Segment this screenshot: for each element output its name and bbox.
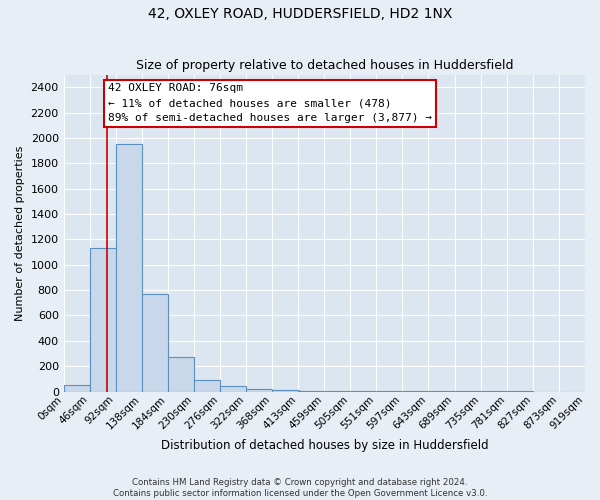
Bar [272,390,299,392]
Bar [298,390,324,392]
Text: Contains HM Land Registry data © Crown copyright and database right 2024.
Contai: Contains HM Land Registry data © Crown c… [113,478,487,498]
Bar [350,391,376,392]
Bar [168,356,194,392]
Bar [220,386,247,392]
Text: 42, OXLEY ROAD, HUDDERSFIELD, HD2 1NX: 42, OXLEY ROAD, HUDDERSFIELD, HD2 1NX [148,8,452,22]
X-axis label: Distribution of detached houses by size in Huddersfield: Distribution of detached houses by size … [161,440,488,452]
Bar [64,384,90,392]
Bar [116,144,142,392]
Y-axis label: Number of detached properties: Number of detached properties [15,146,25,320]
Bar [90,248,116,392]
Text: 42 OXLEY ROAD: 76sqm
← 11% of detached houses are smaller (478)
89% of semi-deta: 42 OXLEY ROAD: 76sqm ← 11% of detached h… [108,84,432,123]
Bar [324,391,350,392]
Bar [194,380,220,392]
Title: Size of property relative to detached houses in Huddersfield: Size of property relative to detached ho… [136,59,513,72]
Bar [142,294,168,392]
Bar [247,388,272,392]
